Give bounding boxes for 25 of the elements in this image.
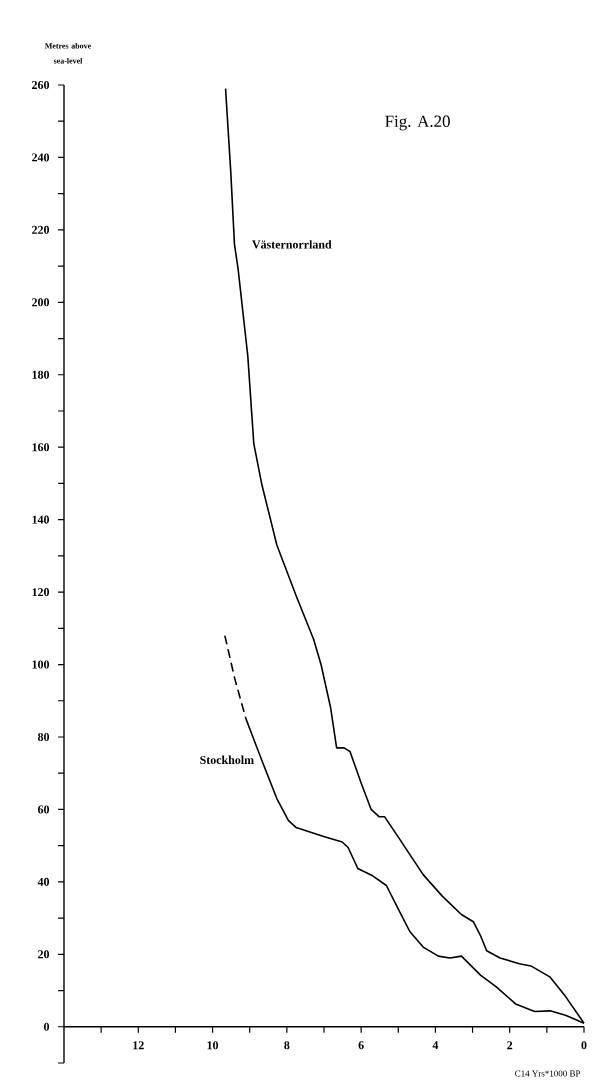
x-tick-label: 6 [358,1041,364,1050]
x-tick-label: 0 [581,1041,587,1050]
y-tick-label: 0 [43,1022,50,1031]
y-tick-label: 80 [37,732,50,742]
y-tick-label: 200 [32,298,50,307]
x-axis-title: C14 Yrs*1000 BP [515,1070,581,1077]
x-tick-label: 4 [432,1041,439,1050]
series-label: Stockholm [200,755,254,765]
text: Fig. A.20 [385,115,450,131]
y-tick-label: 40 [37,877,50,886]
y-tick-label: 180 [32,370,50,379]
y-tick-label: 100 [32,660,50,669]
x-tick-label: 12 [133,1041,144,1050]
y-tick-label: 220 [32,225,50,234]
y-tick-label: 60 [37,805,50,814]
y-tick-label: 240 [32,153,50,162]
y-tick-label: 120 [32,588,50,597]
y-tick-label: 160 [32,443,50,452]
y-tick-label: 140 [32,515,50,524]
x-tick-label: 8 [284,1041,290,1050]
y-tick-label: 20 [38,950,50,959]
x-tick-label: 10 [207,1041,219,1050]
y-tick-label: 260 [32,80,50,90]
series-label: Västernorrland [252,240,332,249]
x-tick-label: 2 [507,1041,513,1050]
